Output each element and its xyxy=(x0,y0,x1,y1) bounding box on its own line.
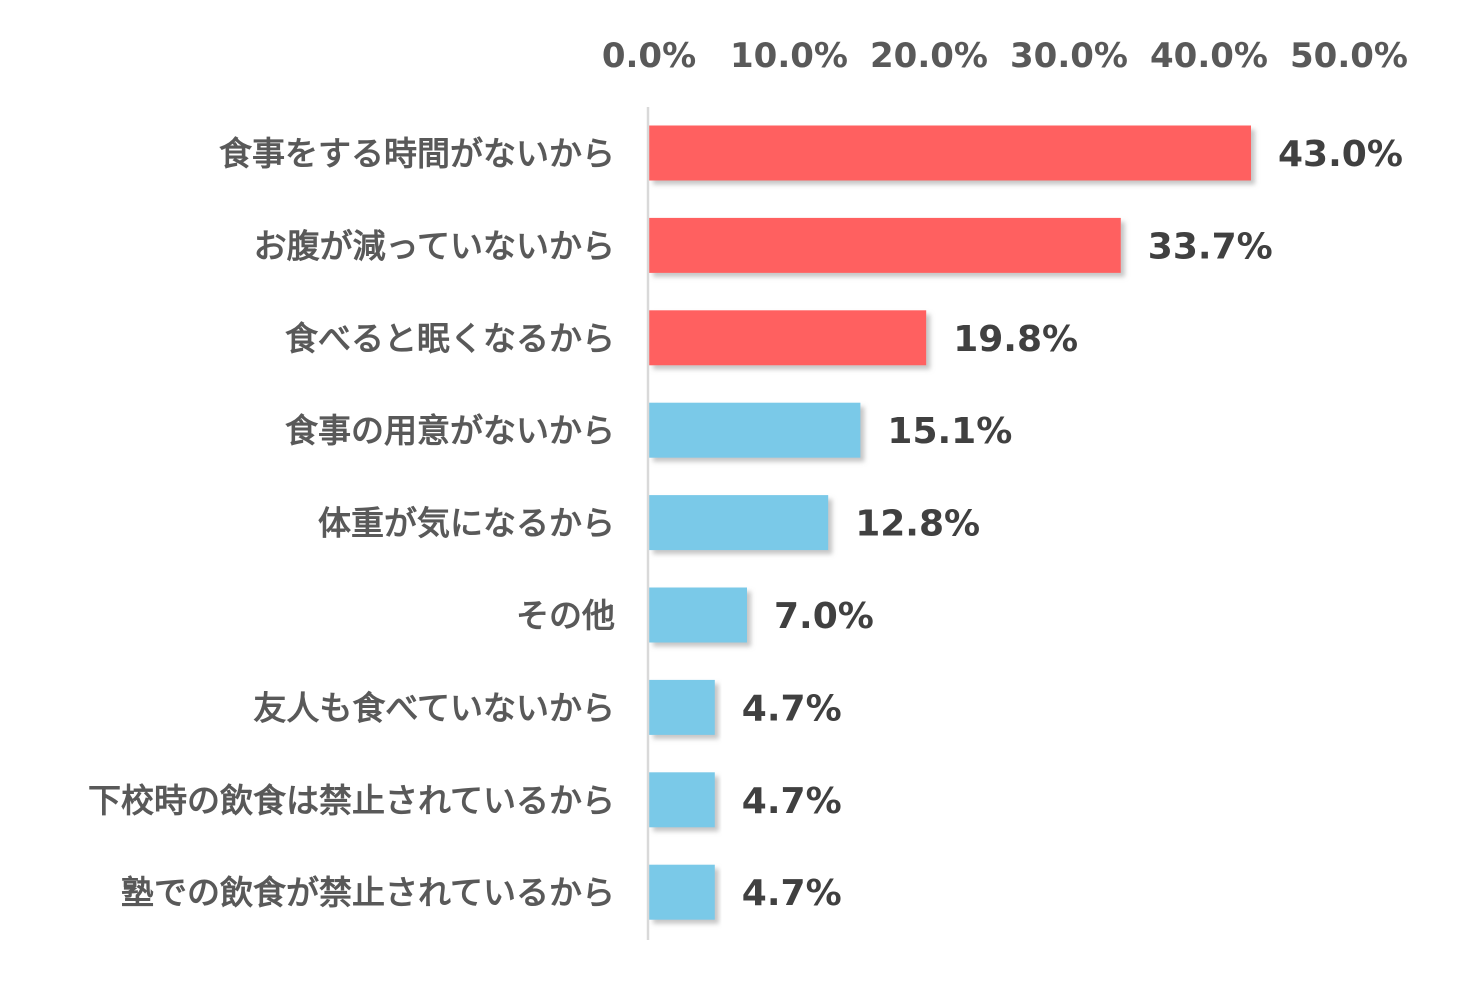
x-tick-label: 20.0% xyxy=(870,36,988,76)
bar xyxy=(649,310,927,366)
bar xyxy=(649,587,747,643)
category-label: 体重が気になるから xyxy=(318,504,615,543)
category-label: その他 xyxy=(516,596,615,635)
category-label: お腹が減っていないから xyxy=(254,226,615,265)
category-label: 食事の用意がないから xyxy=(285,411,615,450)
category-label: 食べると眠くなるから xyxy=(285,319,615,358)
bar xyxy=(649,402,861,458)
bar xyxy=(649,125,1251,181)
data-label: 19.8% xyxy=(953,319,1078,360)
data-label: 4.7% xyxy=(742,781,842,822)
bar xyxy=(649,772,715,828)
category-labels: 食事をする時間がないからお腹が減っていないから食べると眠くなるから食事の用意がな… xyxy=(88,134,615,912)
data-label: 4.7% xyxy=(742,688,842,729)
bar xyxy=(649,217,1121,273)
data-label: 4.7% xyxy=(742,873,842,914)
x-tick-label: 30.0% xyxy=(1010,36,1128,76)
bars xyxy=(649,125,1251,920)
value-labels: 43.0% 33.7% 19.8% 15.1% 12.8% 7.0% 4.7% 4.7% 4.7… xyxy=(742,134,1403,914)
x-tick-label: 0.0% xyxy=(602,36,696,76)
bar xyxy=(649,864,715,920)
category-label: 食事をする時間がないから xyxy=(219,134,615,173)
x-tick-label: 10.0% xyxy=(730,36,848,76)
category-label: 友人も食べていないから xyxy=(253,688,615,727)
bar xyxy=(649,679,715,735)
data-label: 15.1% xyxy=(887,411,1012,452)
category-label: 塾での飲食が禁止されているから xyxy=(121,873,615,912)
bar xyxy=(649,495,829,551)
x-tick-label: 40.0% xyxy=(1150,36,1268,76)
data-label: 43.0% xyxy=(1278,134,1403,175)
x-axis-ticks: 0.0% 10.0% 20.0% 30.0% 40.0% 50.0% xyxy=(602,36,1408,76)
category-label: 下校時の飲食は禁止されているから xyxy=(88,781,615,820)
x-tick-label: 50.0% xyxy=(1290,36,1408,76)
data-label: 7.0% xyxy=(774,596,874,637)
data-label: 12.8% xyxy=(855,504,980,545)
data-label: 33.7% xyxy=(1148,226,1273,267)
